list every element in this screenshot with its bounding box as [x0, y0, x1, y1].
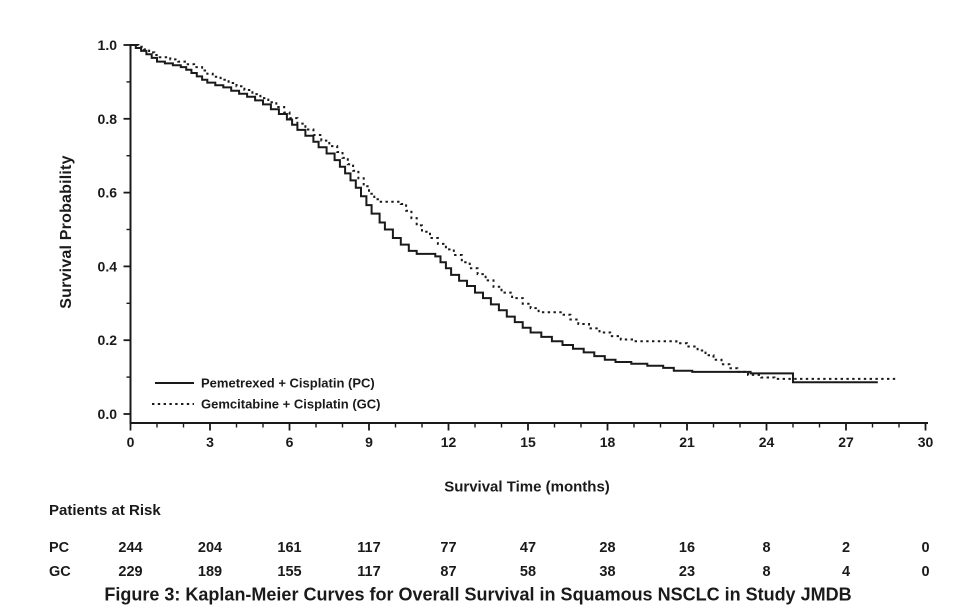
risk-count-gc: 4: [842, 564, 850, 580]
x-axis-title: Survival Time (months): [444, 478, 610, 496]
y-tick-label: 0.4: [98, 258, 118, 274]
x-tick-label: 12: [441, 434, 457, 450]
x-tick-label: 6: [286, 434, 294, 450]
risk-count-pc: 0: [921, 540, 929, 556]
risk-row-label-gc: GC: [49, 564, 71, 580]
x-tick-label: 3: [206, 434, 214, 450]
risk-count-pc: 8: [762, 540, 770, 556]
y-axis-title: Survival Probability: [58, 155, 75, 309]
risk-count-pc: 117: [357, 540, 380, 556]
risk-count-gc: 189: [198, 564, 222, 580]
y-tick-label: 0.0: [98, 406, 118, 422]
patients-at-risk-header: Patients at Risk: [49, 502, 161, 519]
risk-count-pc: 16: [679, 540, 695, 556]
x-tick-label: 27: [838, 434, 854, 450]
risk-count-pc: 28: [599, 540, 615, 556]
km-curve-pc: [130, 44, 878, 384]
y-tick-label: 0.6: [98, 185, 118, 201]
risk-count-gc: 0: [921, 564, 929, 580]
risk-count-pc: 244: [118, 540, 142, 556]
risk-count-pc: 47: [520, 540, 536, 556]
y-tick-label: 1.0: [98, 37, 118, 53]
risk-count-pc: 77: [440, 540, 456, 556]
x-tick-label: 15: [520, 434, 536, 450]
x-tick-label: 30: [918, 434, 934, 450]
x-tick-label: 24: [759, 434, 775, 450]
risk-count-pc: 161: [277, 540, 301, 556]
risk-count-gc: 117: [357, 564, 380, 580]
x-tick-label: 9: [365, 434, 373, 450]
risk-count-gc: 8: [762, 564, 770, 580]
risk-count-gc: 155: [277, 564, 301, 580]
risk-count-gc: 87: [440, 564, 456, 580]
x-tick-label: 0: [127, 434, 135, 450]
risk-count-gc: 23: [679, 564, 695, 580]
x-tick-label: 21: [679, 434, 695, 450]
risk-count-gc: 229: [118, 564, 142, 580]
risk-count-pc: 204: [198, 540, 222, 556]
y-tick-label: 0.8: [98, 111, 118, 127]
risk-count-pc: 2: [842, 540, 850, 556]
figure-caption: Figure 3: Kaplan-Meier Curves for Overal…: [104, 584, 852, 605]
risk-row-label-pc: PC: [49, 540, 70, 556]
risk-count-gc: 58: [520, 564, 536, 580]
legend-label-pc: Pemetrexed + Cisplatin (PC): [201, 375, 375, 391]
km-curve-gc: [130, 44, 897, 380]
risk-count-gc: 38: [599, 564, 615, 580]
legend-label-gc: Gemcitabine + Cisplatin (GC): [201, 396, 381, 412]
x-tick-label: 18: [600, 434, 616, 450]
y-tick-label: 0.2: [98, 332, 118, 348]
